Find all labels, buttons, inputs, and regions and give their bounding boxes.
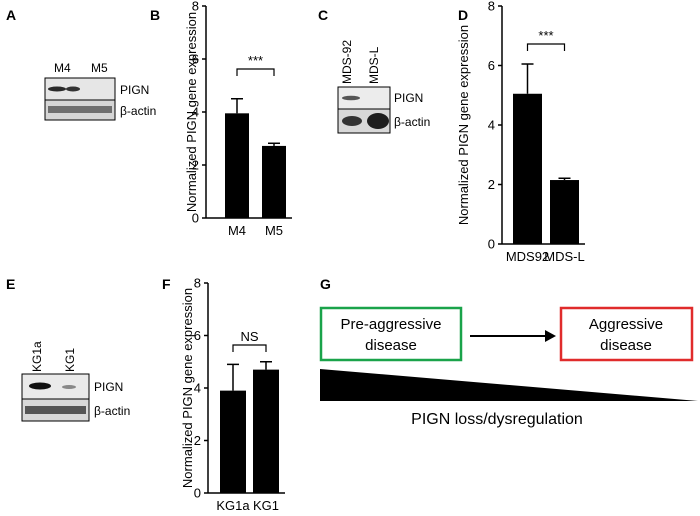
- lane-label-kg1a: KG1a: [30, 341, 44, 372]
- bar-d-0: [513, 93, 542, 244]
- panel-d: D 0 2 4 6 8 Normalized PIGN gene expression MD…: [456, 0, 585, 264]
- panel-label-d: D: [458, 7, 468, 23]
- significance-label-f: NS: [240, 329, 258, 344]
- y-tick-label-d-1: 2: [488, 177, 495, 192]
- category-label-d-0: MDS92: [506, 249, 549, 264]
- panel-a: A M4 M5 PIGN β-actin: [6, 7, 156, 121]
- y-tick-label-f-0: 0: [194, 486, 201, 501]
- band-actin-mds92: [342, 116, 362, 126]
- pre-aggressive-label-1: Pre-aggressive: [341, 316, 442, 333]
- panel-g: G Pre-aggressive disease Aggressive dise…: [319, 276, 698, 428]
- category-label-d-1: MDS-L: [544, 249, 584, 264]
- category-label-f-1: KG1: [253, 498, 279, 513]
- pre-aggressive-box: [319, 306, 463, 362]
- panel-label-f: F: [162, 276, 171, 292]
- row-label-pign-e: PIGN: [94, 380, 123, 394]
- y-tick-label-b-3: 6: [192, 52, 199, 67]
- y-tick-label-b-4: 8: [192, 0, 199, 14]
- pign-loss-caption: PIGN loss/dysregulation: [411, 411, 583, 428]
- y-tick-label-d-0: 0: [488, 237, 495, 252]
- row-label-actin-e: β-actin: [94, 404, 130, 418]
- bar-f-1: [253, 369, 279, 493]
- lane-label-kg1: KG1: [63, 348, 77, 372]
- decreasing-wedge: [320, 369, 698, 401]
- significance-bracket-f: [232, 344, 267, 352]
- aggressive-label-1: Aggressive: [589, 316, 663, 333]
- significance-bracket-d: [526, 43, 566, 51]
- band-pign-m4a: [48, 86, 66, 92]
- y-tick-label-b-0: 0: [192, 211, 199, 226]
- panel-label-a: A: [6, 7, 16, 23]
- y-axis-label-f: Normalized PIGN gene expression: [180, 288, 195, 488]
- y-tick-label-d-2: 4: [488, 118, 495, 133]
- band-pign-kg1: [62, 385, 76, 389]
- y-tick-label-f-2: 4: [194, 381, 201, 396]
- significance-label-b: ***: [248, 53, 263, 68]
- bar-f-0: [220, 390, 246, 493]
- row-label-actin-a: β-actin: [120, 104, 156, 118]
- y-tick-label-b-2: 4: [192, 105, 199, 120]
- row-label-pign-c: PIGN: [394, 91, 423, 105]
- category-label-b-1: M5: [265, 223, 283, 238]
- lane-label-m4: M4: [54, 61, 71, 75]
- band-pign-m4b: [66, 86, 80, 92]
- lane-label-mdsl: MDS-L: [367, 46, 381, 84]
- pre-aggressive-label-2: disease: [365, 337, 417, 354]
- row-label-actin-c: β-actin: [394, 115, 430, 129]
- panel-c: C MDS-92 MDS-L PIGN β-actin: [318, 7, 430, 134]
- aggressive-label-2: disease: [600, 337, 652, 354]
- progression-arrowhead: [545, 330, 556, 342]
- y-tick-label-d-3: 6: [488, 58, 495, 73]
- band-actin-e: [25, 406, 86, 414]
- band-actin-mdsl: [367, 113, 389, 129]
- bar-d-1: [550, 180, 579, 244]
- y-tick-label-d-4: 8: [488, 0, 495, 14]
- row-label-pign-a: PIGN: [120, 83, 149, 97]
- band-pign-mds92: [342, 95, 360, 101]
- y-tick-label-f-3: 6: [194, 328, 201, 343]
- y-tick-label-f-1: 2: [194, 433, 201, 448]
- panel-label-g: G: [320, 276, 331, 292]
- significance-bracket-b: [236, 68, 275, 76]
- y-tick-label-b-1: 2: [192, 158, 199, 173]
- lane-label-m5: M5: [91, 61, 108, 75]
- y-axis-label-b: Normalized PIGN gene expression: [184, 12, 199, 212]
- panel-label-b: B: [150, 7, 160, 23]
- y-axis-label-d: Normalized PIGN gene expression: [456, 25, 471, 225]
- bar-b-0: [225, 113, 249, 218]
- band-pign-kg1a: [29, 382, 51, 390]
- lane-label-mds92: MDS-92: [340, 40, 354, 84]
- panel-label-c: C: [318, 7, 328, 23]
- y-tick-label-f-4: 8: [194, 276, 201, 291]
- category-label-b-0: M4: [228, 223, 246, 238]
- bar-b-1: [262, 145, 286, 218]
- band-actin-a: [48, 106, 112, 113]
- chart-d: 0 2 4 6 8 Normalized PIGN gene expression MDS9…: [456, 0, 585, 264]
- panel-label-e: E: [6, 276, 15, 292]
- category-label-f-0: KG1a: [216, 498, 250, 513]
- panel-e: E KG1a KG1 PIGN β-actin: [6, 276, 130, 422]
- aggressive-box: [559, 306, 694, 362]
- significance-label-d: ***: [538, 28, 553, 43]
